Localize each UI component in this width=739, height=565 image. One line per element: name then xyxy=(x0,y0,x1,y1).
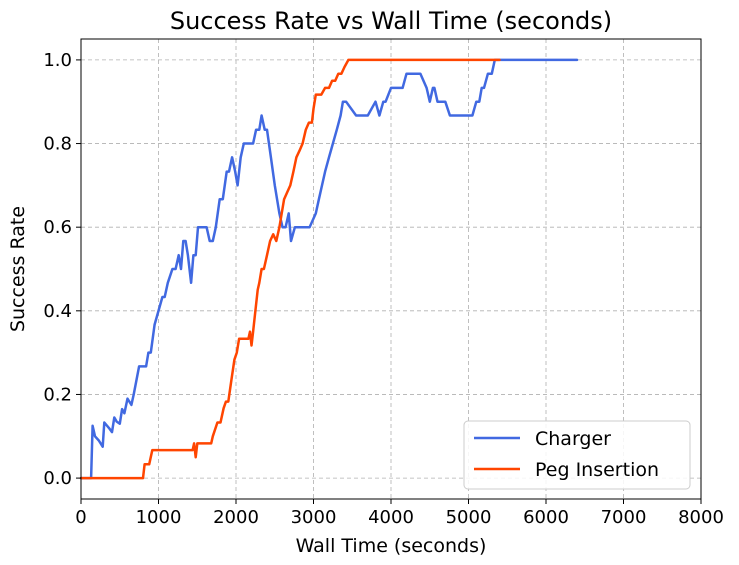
y-tick-label: 0.8 xyxy=(43,134,72,155)
x-tick-label: 6000 xyxy=(523,507,569,528)
chart-title: Success Rate vs Wall Time (seconds) xyxy=(170,7,612,35)
legend-box xyxy=(463,420,691,490)
x-axis-label: Wall Time (seconds) xyxy=(296,535,487,557)
x-tick-label: 0 xyxy=(75,507,86,528)
y-tick-label: 0.0 xyxy=(43,468,72,489)
legend: Charger Peg Insertion xyxy=(463,420,691,490)
series-line-charger xyxy=(79,58,579,480)
x-tick-label: 7000 xyxy=(601,507,647,528)
x-tick-label: 3000 xyxy=(291,507,337,528)
x-tick-label: 5000 xyxy=(446,507,492,528)
series-lines xyxy=(79,58,579,480)
y-tick-label: 0.2 xyxy=(43,384,72,405)
legend-label-charger: Charger xyxy=(535,428,611,450)
y-axis-ticks: 0.0 0.2 0.4 0.6 0.8 1.0 xyxy=(43,50,81,489)
x-axis-ticks: 0 1000 2000 3000 4000 5000 6000 7000 8000 xyxy=(75,499,724,528)
x-tick-label: 4000 xyxy=(368,507,414,528)
y-axis-label: Success Rate xyxy=(7,206,29,332)
y-tick-label: 0.4 xyxy=(43,301,72,322)
x-tick-label: 2000 xyxy=(213,507,259,528)
legend-label-peg-insertion: Peg Insertion xyxy=(535,459,659,481)
x-tick-label: 8000 xyxy=(678,507,724,528)
y-tick-label: 1.0 xyxy=(43,50,72,71)
series-line-peg-insertion xyxy=(79,58,501,480)
y-tick-label: 0.6 xyxy=(43,217,72,238)
x-tick-label: 1000 xyxy=(136,507,182,528)
